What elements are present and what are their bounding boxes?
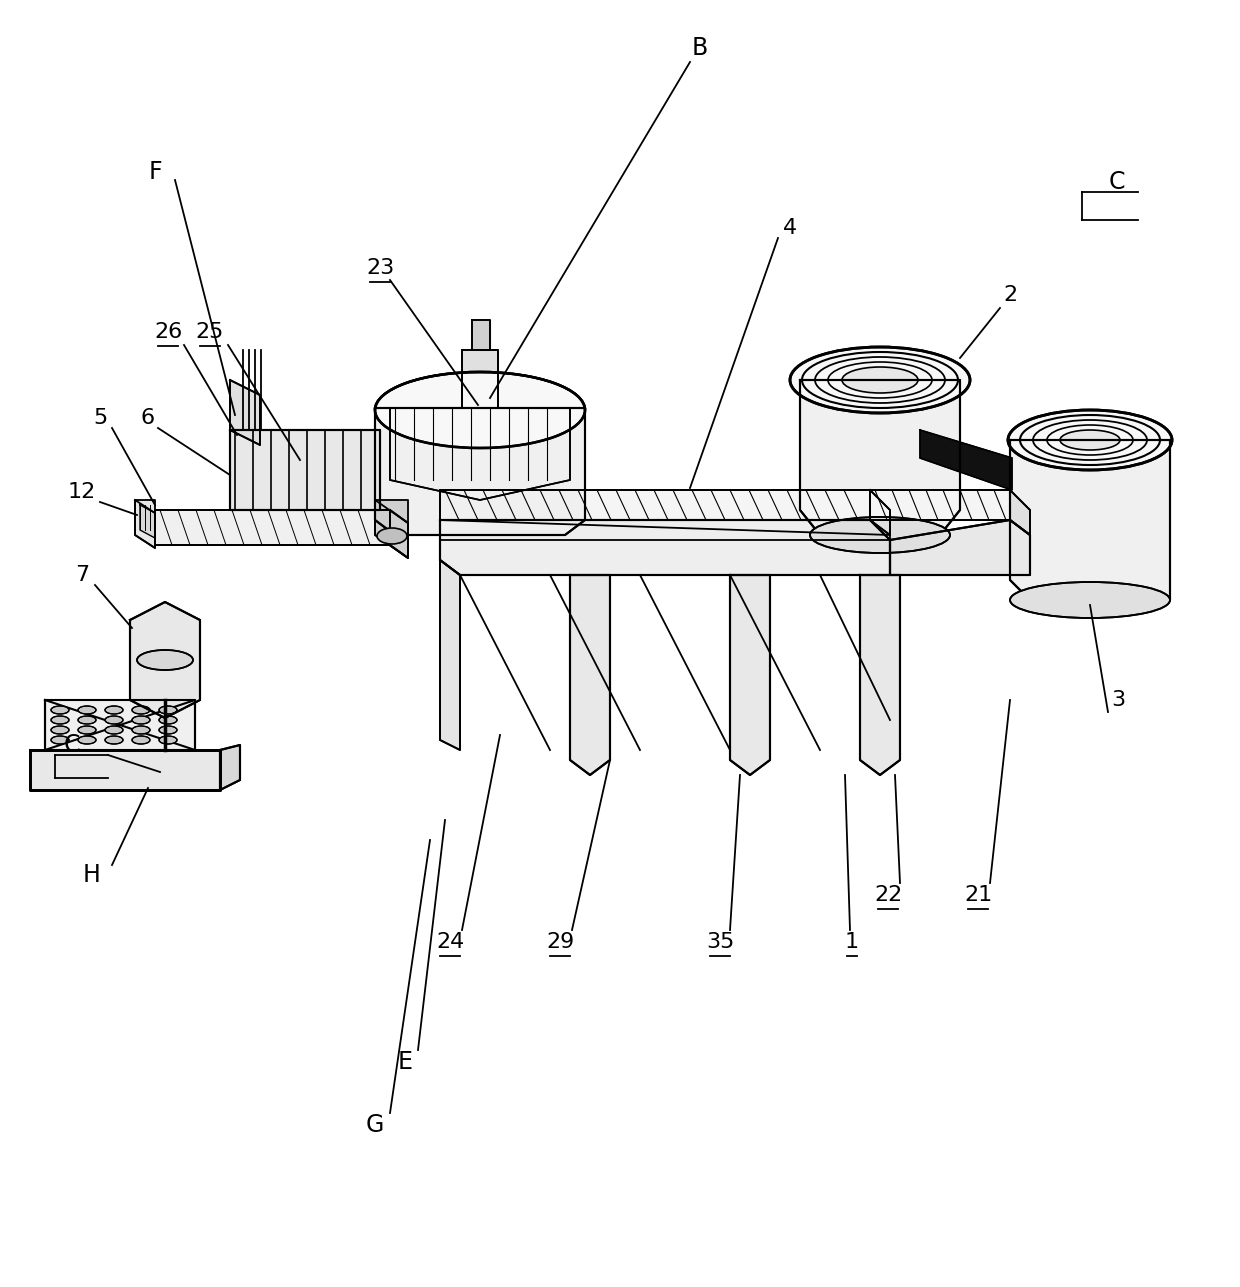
Polygon shape <box>374 408 585 535</box>
Text: 3: 3 <box>1111 690 1125 710</box>
Ellipse shape <box>790 347 970 413</box>
Ellipse shape <box>105 716 123 725</box>
Ellipse shape <box>131 716 150 725</box>
Polygon shape <box>570 575 610 775</box>
Ellipse shape <box>159 707 177 714</box>
Polygon shape <box>861 575 900 775</box>
Ellipse shape <box>1060 430 1120 450</box>
Ellipse shape <box>159 726 177 734</box>
Ellipse shape <box>377 528 407 544</box>
Text: 29: 29 <box>546 932 574 952</box>
Ellipse shape <box>105 726 123 734</box>
Ellipse shape <box>374 372 585 448</box>
Polygon shape <box>374 501 408 559</box>
Ellipse shape <box>51 716 69 725</box>
Text: G: G <box>366 1113 384 1136</box>
Polygon shape <box>1011 490 1030 535</box>
Text: C: C <box>63 734 81 757</box>
Ellipse shape <box>131 736 150 744</box>
Polygon shape <box>229 430 379 510</box>
Text: F: F <box>149 160 161 184</box>
Text: 35: 35 <box>706 932 734 952</box>
Polygon shape <box>730 575 770 775</box>
Text: 2: 2 <box>1003 284 1017 305</box>
Polygon shape <box>890 520 1030 575</box>
Polygon shape <box>391 510 408 559</box>
Text: 21: 21 <box>963 885 992 905</box>
Polygon shape <box>219 745 241 790</box>
Text: 7: 7 <box>74 565 89 586</box>
Text: 5: 5 <box>93 408 107 429</box>
Text: B: B <box>692 36 708 60</box>
Text: C: C <box>1109 170 1125 194</box>
Ellipse shape <box>78 726 95 734</box>
Polygon shape <box>463 350 498 408</box>
Polygon shape <box>440 560 460 750</box>
Polygon shape <box>130 602 200 718</box>
Polygon shape <box>920 430 1012 490</box>
Polygon shape <box>391 408 570 501</box>
Text: 24: 24 <box>436 932 464 952</box>
Polygon shape <box>440 520 890 541</box>
Ellipse shape <box>159 736 177 744</box>
Polygon shape <box>135 501 155 548</box>
Ellipse shape <box>105 736 123 744</box>
Text: 6: 6 <box>141 408 155 429</box>
Polygon shape <box>140 505 155 538</box>
Text: H: H <box>83 864 100 887</box>
Ellipse shape <box>78 716 95 725</box>
Polygon shape <box>870 490 890 535</box>
Ellipse shape <box>136 650 193 671</box>
Polygon shape <box>30 750 219 790</box>
Ellipse shape <box>842 367 918 393</box>
Polygon shape <box>870 490 1011 520</box>
Text: 23: 23 <box>366 257 394 278</box>
Polygon shape <box>472 320 490 350</box>
Polygon shape <box>229 380 260 445</box>
Ellipse shape <box>1008 411 1172 470</box>
Text: E: E <box>398 1050 413 1073</box>
Polygon shape <box>440 520 890 575</box>
Text: 26: 26 <box>154 322 182 342</box>
Ellipse shape <box>131 726 150 734</box>
Text: 22: 22 <box>874 885 903 905</box>
Polygon shape <box>155 510 391 544</box>
Text: 25: 25 <box>196 322 224 342</box>
Text: 12: 12 <box>68 483 97 502</box>
Ellipse shape <box>810 517 950 553</box>
Ellipse shape <box>51 707 69 714</box>
Ellipse shape <box>51 736 69 744</box>
Ellipse shape <box>131 707 150 714</box>
Text: 1: 1 <box>844 932 859 952</box>
Polygon shape <box>440 490 870 520</box>
Ellipse shape <box>78 736 95 744</box>
Text: 4: 4 <box>782 218 797 238</box>
Ellipse shape <box>78 707 95 714</box>
Polygon shape <box>800 380 960 535</box>
Polygon shape <box>1011 440 1171 600</box>
Ellipse shape <box>159 716 177 725</box>
Ellipse shape <box>51 726 69 734</box>
Ellipse shape <box>105 707 123 714</box>
Polygon shape <box>45 700 195 750</box>
Ellipse shape <box>1011 582 1171 618</box>
